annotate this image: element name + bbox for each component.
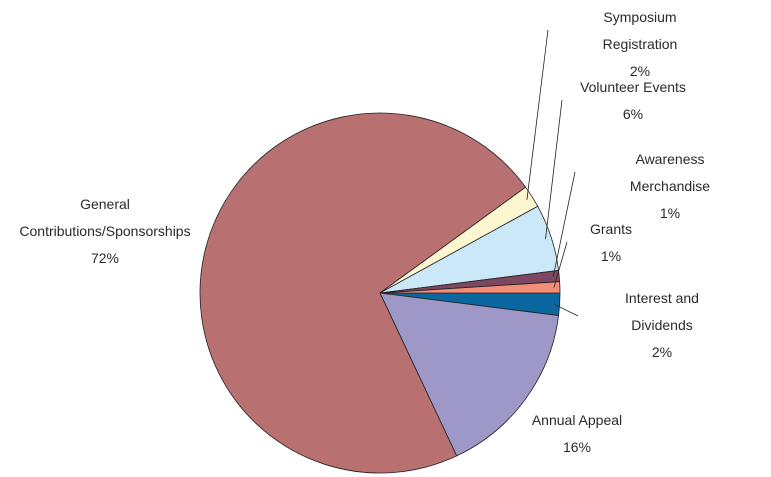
leader-line	[553, 303, 579, 317]
leader-line	[552, 171, 576, 277]
pie-slice	[379, 292, 560, 457]
leader-line	[526, 29, 549, 200]
value-label: 16%	[562, 439, 592, 455]
slice-label: Grants 1%	[590, 216, 632, 270]
value-label: 6%	[622, 106, 644, 122]
pie-slice	[379, 281, 561, 294]
slice-label: Volunteer Events 6%	[580, 74, 686, 128]
category-label: Grants	[589, 221, 633, 237]
value-label: 2%	[651, 344, 673, 360]
slice-label: Annual Appeal 16%	[532, 407, 622, 461]
leader-line	[553, 241, 568, 288]
slice-label: Symposium Registration 2%	[575, 4, 706, 85]
category-label: Volunteer Events	[580, 79, 686, 95]
category-label: Annual Appeal	[531, 412, 623, 428]
value-label: 2%	[629, 63, 651, 79]
category-label: Symposium Registration	[602, 9, 678, 52]
slice-label: General Contributions/Sponsorships 72%	[3, 191, 208, 272]
category-label: General Contributions/Sponsorships	[19, 196, 191, 239]
category-label: Awareness Merchandise	[629, 151, 711, 194]
value-label: 1%	[600, 248, 622, 264]
value-label: 72%	[90, 250, 120, 266]
slice-label: Awareness Merchandise 1%	[620, 146, 721, 227]
slice-label: Interest and Dividends 2%	[608, 285, 717, 366]
leader-line	[545, 99, 563, 240]
value-label: 1%	[659, 205, 681, 221]
category-label: Interest and Dividends	[625, 290, 699, 333]
pie-slice	[199, 112, 527, 474]
